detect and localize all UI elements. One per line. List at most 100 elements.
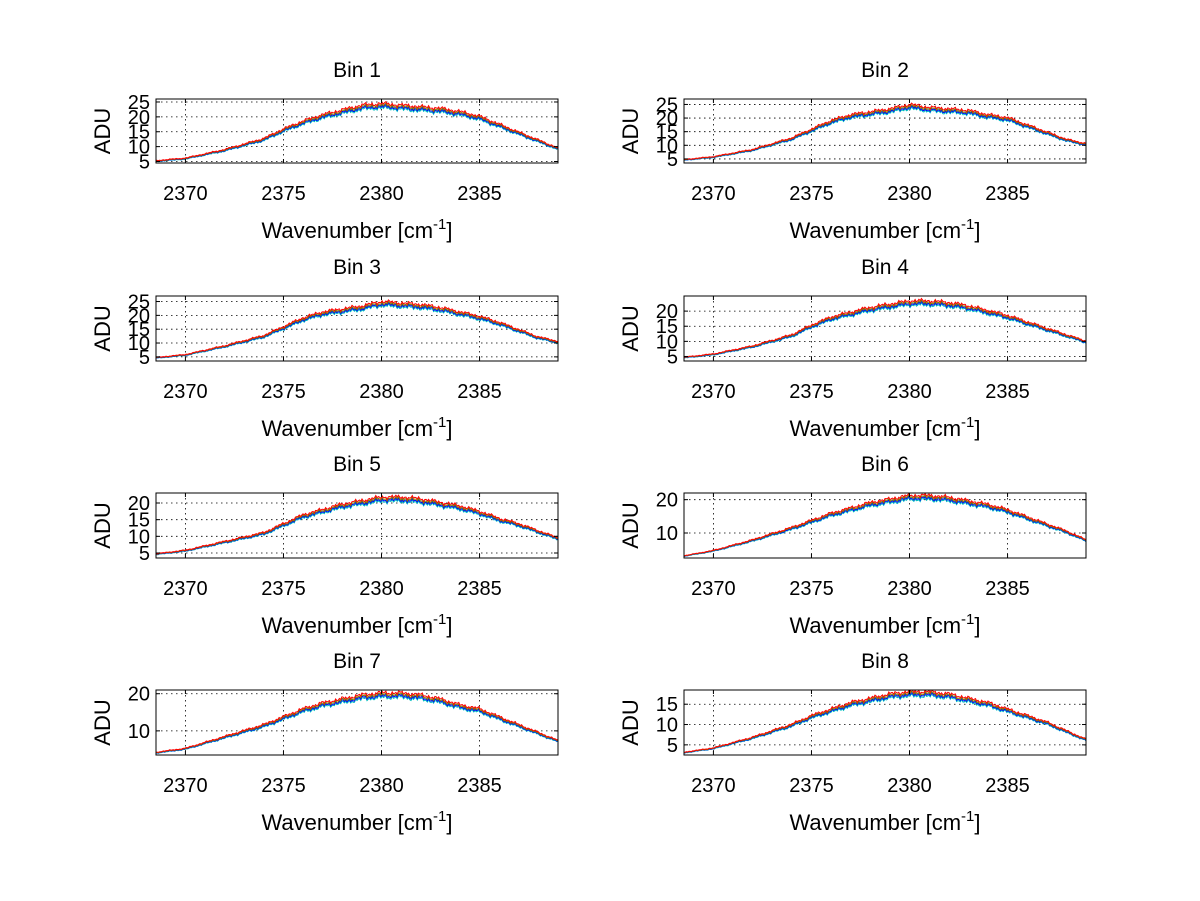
axes-box bbox=[683, 295, 1087, 362]
y-tick-label: 5 bbox=[139, 152, 150, 174]
y-tick-label: 20 bbox=[128, 305, 150, 327]
y-tick-label: 15 bbox=[656, 316, 678, 338]
x-axis-label: Wavenumber [cm-1] bbox=[789, 414, 980, 441]
y-axis-label: ADU bbox=[618, 108, 643, 154]
series-line-3 bbox=[156, 300, 558, 358]
x-tick-label: 2375 bbox=[261, 381, 306, 403]
y-axis-label: ADU bbox=[90, 108, 115, 154]
x-axis-label-close: ] bbox=[446, 416, 452, 441]
x-axis-label-superscript: -1 bbox=[961, 611, 974, 628]
axes-box bbox=[155, 492, 559, 559]
x-axis-label-superscript: -1 bbox=[961, 216, 974, 233]
grid-lines bbox=[156, 690, 558, 755]
y-tick-label: 10 bbox=[128, 526, 150, 548]
y-tick-label: 15 bbox=[128, 319, 150, 341]
x-axis-label-close: ] bbox=[974, 218, 980, 243]
x-axis-label-text: Wavenumber [cm bbox=[789, 810, 961, 835]
series-line-4 bbox=[156, 299, 558, 358]
subplot-title: Bin 7 bbox=[333, 650, 381, 673]
series-line-3 bbox=[156, 495, 558, 555]
y-tick-label: 10 bbox=[656, 135, 678, 157]
subplot-7: Bin 7 2370 2375 2380 2385 10 20 Wavenumber [cm-… bbox=[90, 650, 559, 835]
x-tick-label: 2375 bbox=[789, 775, 834, 797]
series-line-4 bbox=[156, 690, 558, 753]
x-axis-label-close: ] bbox=[446, 613, 452, 638]
y-tick-label: 25 bbox=[128, 92, 150, 114]
grid-lines bbox=[156, 99, 558, 163]
series-group bbox=[156, 299, 558, 359]
y-axis-label: ADU bbox=[618, 502, 643, 548]
series-group bbox=[156, 100, 558, 163]
x-tick-label: 2385 bbox=[457, 578, 502, 600]
y-tick-label: 20 bbox=[128, 493, 150, 515]
x-axis-label-close: ] bbox=[974, 416, 980, 441]
x-tick-label: 2385 bbox=[457, 381, 502, 403]
subplot-title: Bin 8 bbox=[861, 650, 909, 673]
y-tick-label: 10 bbox=[656, 715, 678, 737]
y-axis-label: ADU bbox=[618, 699, 643, 745]
y-tick-label: 25 bbox=[656, 94, 678, 116]
x-axis-label: Wavenumber [cm-1] bbox=[789, 808, 980, 835]
y-axis-label: ADU bbox=[618, 305, 643, 351]
series-line-1 bbox=[156, 498, 558, 556]
x-axis-label: Wavenumber [cm-1] bbox=[261, 216, 452, 243]
x-axis-label: Wavenumber [cm-1] bbox=[789, 611, 980, 638]
x-tick-label: 2375 bbox=[789, 578, 834, 600]
y-tick-label: 5 bbox=[667, 735, 678, 757]
x-tick-label: 2385 bbox=[985, 775, 1030, 797]
subplot-title: Bin 4 bbox=[861, 256, 909, 279]
y-tick-label: 15 bbox=[128, 122, 150, 144]
x-axis-label: Wavenumber [cm-1] bbox=[261, 611, 452, 638]
series-line-2 bbox=[156, 693, 558, 754]
x-axis-label-superscript: -1 bbox=[433, 414, 446, 431]
y-tick-label: 5 bbox=[667, 149, 678, 171]
axes-box bbox=[683, 492, 1087, 559]
series-line-4 bbox=[684, 690, 1086, 753]
x-tick-label: 2385 bbox=[985, 381, 1030, 403]
series-group bbox=[684, 690, 1086, 754]
series-line-1 bbox=[156, 694, 558, 754]
subplot-title: Bin 2 bbox=[861, 59, 909, 82]
x-axis-label-text: Wavenumber [cm bbox=[789, 218, 961, 243]
y-tick-label: 20 bbox=[656, 301, 678, 323]
x-axis-label-close: ] bbox=[446, 810, 452, 835]
x-tick-label: 2380 bbox=[359, 578, 404, 600]
y-tick-label: 20 bbox=[656, 490, 678, 512]
x-tick-label: 2370 bbox=[163, 381, 208, 403]
series-line-3 bbox=[156, 102, 558, 162]
x-tick-label: 2370 bbox=[163, 578, 208, 600]
x-tick-label: 2370 bbox=[691, 381, 736, 403]
x-axis-label-text: Wavenumber [cm bbox=[261, 218, 433, 243]
x-tick-label: 2370 bbox=[163, 183, 208, 205]
y-tick-label: 10 bbox=[128, 721, 150, 743]
x-tick-label: 2385 bbox=[457, 183, 502, 205]
series-line-4 bbox=[684, 297, 1086, 358]
x-axis-label-superscript: -1 bbox=[433, 216, 446, 233]
x-tick-label: 2380 bbox=[359, 381, 404, 403]
y-axis-label: ADU bbox=[90, 699, 115, 745]
series-group bbox=[684, 102, 1086, 161]
x-tick-label: 2385 bbox=[985, 578, 1030, 600]
y-axis-label: ADU bbox=[90, 305, 115, 351]
x-axis-label: Wavenumber [cm-1] bbox=[261, 414, 452, 441]
subplot-title: Bin 3 bbox=[333, 256, 381, 279]
x-tick-label: 2370 bbox=[163, 775, 208, 797]
x-axis-label-text: Wavenumber [cm bbox=[261, 810, 433, 835]
subplot-6: Bin 6 2370 2375 2380 2385 10 20 Wavenumber [cm-… bbox=[618, 453, 1087, 638]
y-tick-label: 15 bbox=[128, 510, 150, 532]
y-tick-label: 10 bbox=[128, 137, 150, 159]
grid-lines bbox=[156, 296, 558, 361]
series-group bbox=[156, 494, 558, 556]
x-axis-label-text: Wavenumber [cm bbox=[261, 416, 433, 441]
y-axis-label: ADU bbox=[90, 502, 115, 548]
x-axis-label-close: ] bbox=[974, 810, 980, 835]
x-tick-label: 2370 bbox=[691, 183, 736, 205]
